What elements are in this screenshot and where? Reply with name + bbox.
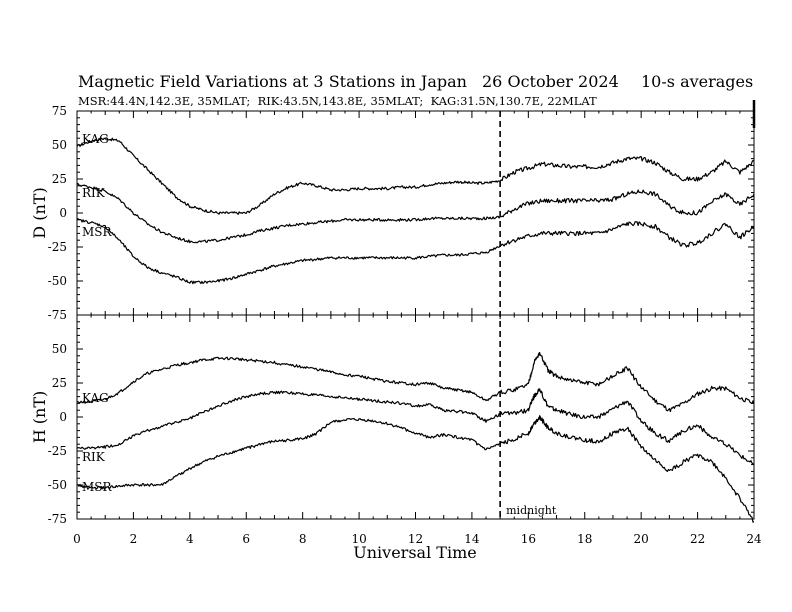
y-tick-label: 0 <box>59 206 67 220</box>
y-tick-label: 25 <box>52 376 67 390</box>
x-tick-label: 20 <box>634 532 649 546</box>
x-tick-label: 22 <box>690 532 705 546</box>
y-tick-label: 25 <box>52 172 67 186</box>
x-tick-label: 10 <box>351 532 366 546</box>
x-tick-label: 2 <box>130 532 138 546</box>
midnight-label: midnight <box>506 504 557 517</box>
station-coordinates: MSR:44.4N,142.3E, 35MLAT; RIK:43.5N,143.… <box>78 94 597 108</box>
series-line-kag <box>76 137 755 215</box>
h-axis-label: H (nT) <box>30 391 49 444</box>
h-panel-frame <box>76 314 755 520</box>
series-label-kag: KAG <box>82 132 109 146</box>
y-tick-label: -75 <box>48 308 67 322</box>
y-tick-label: 50 <box>52 138 67 152</box>
d-axis-label: D (nT) <box>30 187 49 238</box>
y-tick-label: 75 <box>52 104 67 118</box>
y-tick-label: 0 <box>59 410 67 424</box>
y-tick-label: -50 <box>48 478 67 492</box>
x-tick-label: 8 <box>299 532 307 546</box>
series-line-rik <box>76 388 755 466</box>
series-label-msr: MSR <box>82 480 113 494</box>
series-line-msr <box>76 218 755 285</box>
y-tick-label: -25 <box>48 240 67 254</box>
x-tick-label: 16 <box>521 532 536 546</box>
y-tick-label: -25 <box>48 444 67 458</box>
x-tick-label: 4 <box>186 532 194 546</box>
series-label-msr: MSR <box>82 225 113 239</box>
y-tick-label: -50 <box>48 274 67 288</box>
chart-date: 26 October 2024 <box>482 72 619 91</box>
chart-averaging: 10-s averages <box>641 72 753 91</box>
y-tick-label: -75 <box>48 512 67 526</box>
d-panel: D (nT) <box>30 110 755 316</box>
series-line-msr <box>76 415 755 523</box>
series-line-rik <box>76 182 755 244</box>
y-tick-label: 50 <box>52 342 67 356</box>
x-tick-label: 14 <box>464 532 480 546</box>
x-tick-label: 24 <box>746 532 762 546</box>
x-axis-label: Universal Time <box>353 543 476 562</box>
x-tick-label: 0 <box>73 532 81 546</box>
series-label-rik: RIK <box>82 186 106 200</box>
series-label-kag: KAG <box>82 391 109 405</box>
x-tick-label: 18 <box>577 532 592 546</box>
x-tick-label: 12 <box>408 532 423 546</box>
series-line-kag <box>76 351 755 413</box>
d-panel-frame <box>76 110 755 316</box>
series-label-rik: RIK <box>82 450 106 464</box>
chart-title: Magnetic Field Variations at 3 Stations … <box>78 72 467 91</box>
h-panel: H (nT) Universal Time <box>30 314 755 562</box>
x-tick-label: 6 <box>242 532 250 546</box>
